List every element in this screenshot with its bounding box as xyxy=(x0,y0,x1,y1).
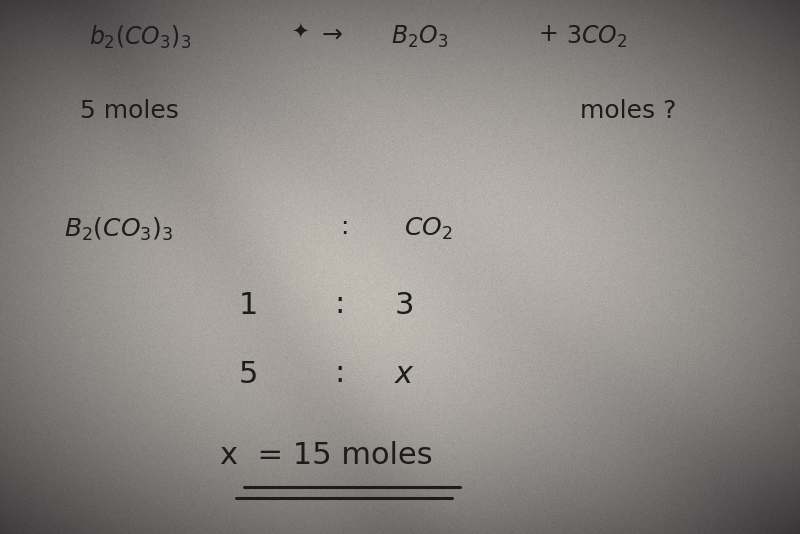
Text: :: : xyxy=(335,290,345,319)
Text: $B_2(CO_3)_3$: $B_2(CO_3)_3$ xyxy=(64,216,174,244)
Text: $B_2O_3$: $B_2O_3$ xyxy=(391,24,449,50)
Text: :: : xyxy=(335,359,345,388)
Text: $CO_2$: $CO_2$ xyxy=(404,216,453,242)
Text: 5: 5 xyxy=(238,360,258,389)
Text: :: : xyxy=(340,215,348,239)
Text: ✦: ✦ xyxy=(291,22,309,42)
Text: 3: 3 xyxy=(394,291,414,320)
Text: x  = 15 moles: x = 15 moles xyxy=(220,441,433,469)
Text: $b_2(CO_3)_3$: $b_2(CO_3)_3$ xyxy=(89,24,191,51)
Text: moles ?: moles ? xyxy=(580,99,676,123)
Text: +: + xyxy=(538,22,558,46)
Text: →: → xyxy=(322,22,342,46)
Text: 1: 1 xyxy=(238,291,258,320)
Text: x: x xyxy=(395,360,413,389)
Text: $3CO_2$: $3CO_2$ xyxy=(566,24,626,50)
Text: 5 moles: 5 moles xyxy=(80,99,179,123)
